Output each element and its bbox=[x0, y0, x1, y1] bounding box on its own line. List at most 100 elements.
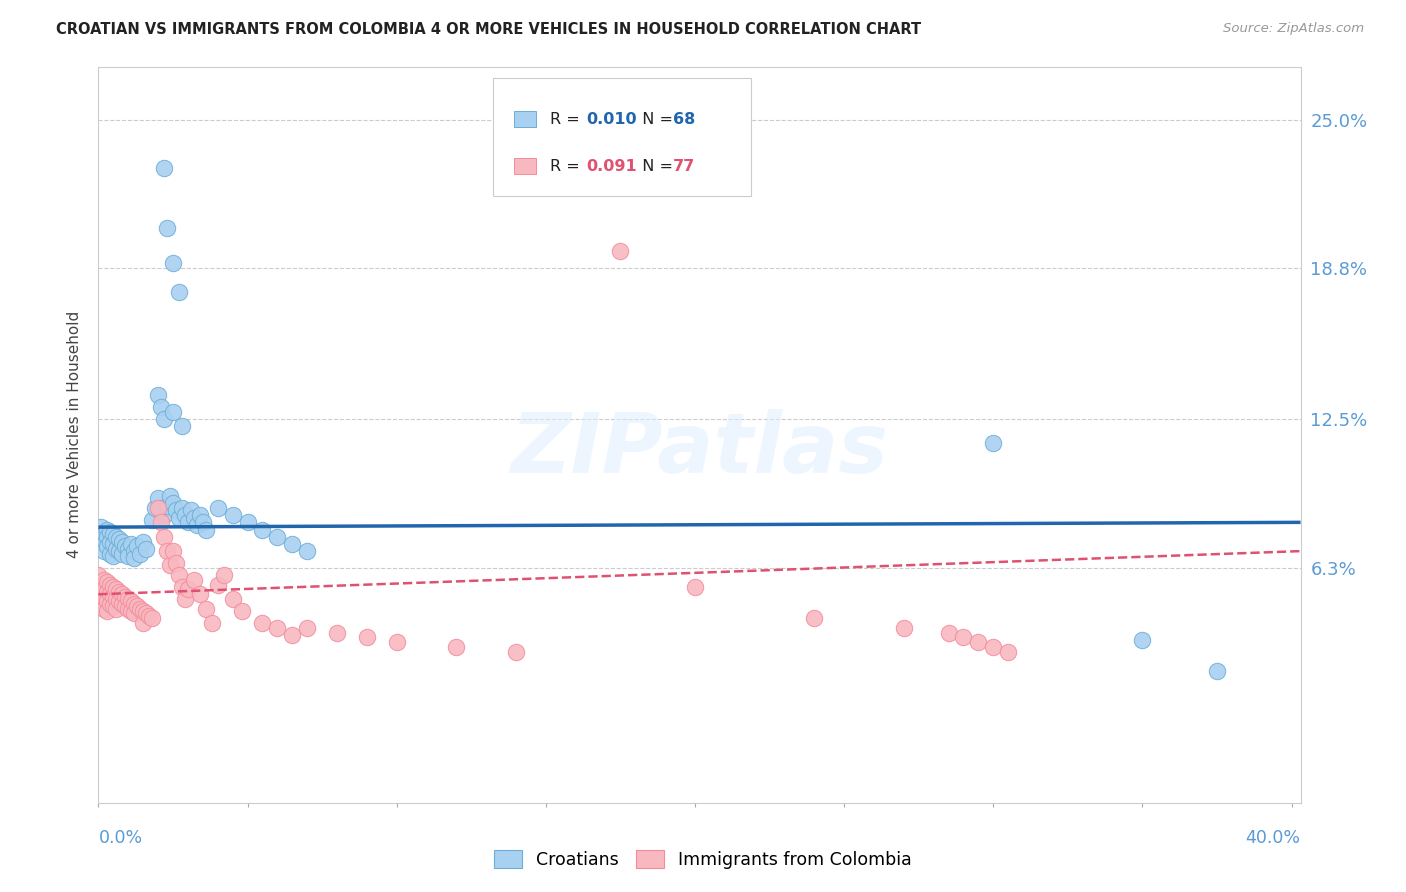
Point bbox=[87, 568, 110, 582]
Point bbox=[122, 544, 145, 558]
Point bbox=[114, 539, 136, 553]
Text: 0.010: 0.010 bbox=[586, 112, 637, 127]
Point bbox=[122, 597, 145, 611]
Point bbox=[505, 645, 527, 659]
Point bbox=[105, 601, 128, 615]
Point bbox=[122, 551, 145, 566]
Point bbox=[170, 580, 193, 594]
Point bbox=[938, 625, 960, 640]
Point bbox=[167, 568, 190, 582]
Point bbox=[803, 611, 825, 625]
Point bbox=[93, 582, 115, 597]
Y-axis label: 4 or more Vehicles in Household: 4 or more Vehicles in Household bbox=[67, 311, 83, 558]
Point bbox=[111, 587, 134, 601]
Point bbox=[162, 256, 184, 270]
Point bbox=[326, 625, 349, 640]
Text: CROATIAN VS IMMIGRANTS FROM COLOMBIA 4 OR MORE VEHICLES IN HOUSEHOLD CORRELATION: CROATIAN VS IMMIGRANTS FROM COLOMBIA 4 O… bbox=[56, 22, 921, 37]
Point bbox=[96, 585, 118, 599]
Point bbox=[1132, 632, 1154, 647]
Point bbox=[609, 244, 631, 259]
Point bbox=[105, 592, 128, 607]
Point bbox=[186, 517, 208, 532]
Point bbox=[98, 547, 121, 561]
FancyBboxPatch shape bbox=[515, 158, 536, 174]
Point bbox=[997, 645, 1019, 659]
Point bbox=[96, 604, 118, 618]
Point bbox=[146, 491, 169, 506]
Point bbox=[446, 640, 468, 654]
Point bbox=[221, 592, 243, 607]
Point bbox=[170, 500, 193, 515]
Point bbox=[167, 285, 190, 300]
Point bbox=[356, 631, 378, 645]
Point bbox=[90, 587, 112, 601]
Point bbox=[132, 604, 155, 618]
Point bbox=[117, 541, 139, 556]
Point bbox=[129, 601, 152, 615]
Point bbox=[108, 585, 131, 599]
Point bbox=[127, 539, 149, 553]
Point bbox=[177, 516, 200, 530]
Point bbox=[105, 530, 128, 544]
Point bbox=[90, 520, 112, 534]
Point bbox=[156, 499, 179, 513]
Point bbox=[1206, 664, 1229, 678]
Point bbox=[103, 580, 125, 594]
Text: R =: R = bbox=[550, 112, 585, 127]
Point bbox=[141, 611, 163, 625]
Point bbox=[221, 508, 243, 523]
FancyBboxPatch shape bbox=[515, 112, 536, 128]
Point bbox=[150, 401, 173, 415]
Point bbox=[981, 436, 1004, 450]
Point bbox=[108, 532, 131, 546]
Point bbox=[159, 489, 181, 503]
Point bbox=[167, 510, 190, 524]
Point bbox=[153, 530, 176, 544]
Point bbox=[162, 496, 184, 510]
Text: 0.0%: 0.0% bbox=[98, 829, 142, 847]
Point bbox=[103, 590, 125, 604]
Point bbox=[153, 508, 176, 523]
Point bbox=[194, 601, 217, 615]
Point bbox=[111, 534, 134, 549]
Point bbox=[180, 503, 202, 517]
Point bbox=[191, 516, 214, 530]
Text: 40.0%: 40.0% bbox=[1246, 829, 1301, 847]
Point bbox=[266, 621, 288, 635]
Legend: Croatians, Immigrants from Colombia: Croatians, Immigrants from Colombia bbox=[489, 846, 917, 874]
Point bbox=[150, 516, 173, 530]
Point bbox=[177, 582, 200, 597]
Point bbox=[111, 547, 134, 561]
Point bbox=[162, 544, 184, 558]
Point bbox=[150, 500, 173, 515]
Point bbox=[96, 523, 118, 537]
Point bbox=[90, 597, 112, 611]
Point bbox=[98, 534, 121, 549]
Point bbox=[132, 615, 155, 630]
Point bbox=[952, 631, 974, 645]
Point bbox=[893, 621, 915, 635]
Text: 68: 68 bbox=[673, 112, 696, 127]
Point bbox=[111, 597, 134, 611]
Point bbox=[252, 615, 274, 630]
Point bbox=[141, 513, 163, 527]
Point bbox=[236, 516, 259, 530]
Point bbox=[174, 508, 197, 523]
Point bbox=[96, 594, 118, 608]
Point bbox=[127, 599, 149, 614]
Point bbox=[108, 594, 131, 608]
Point bbox=[108, 544, 131, 558]
Point bbox=[188, 587, 211, 601]
Point bbox=[201, 615, 224, 630]
Point bbox=[170, 419, 193, 434]
Point bbox=[156, 544, 179, 558]
Text: ZIPatlas: ZIPatlas bbox=[510, 409, 889, 490]
Point bbox=[103, 527, 125, 541]
Point bbox=[165, 503, 187, 517]
Point bbox=[162, 405, 184, 419]
Point bbox=[194, 523, 217, 537]
Point bbox=[96, 575, 118, 590]
Point bbox=[252, 523, 274, 537]
Point bbox=[231, 604, 253, 618]
Point bbox=[114, 590, 136, 604]
